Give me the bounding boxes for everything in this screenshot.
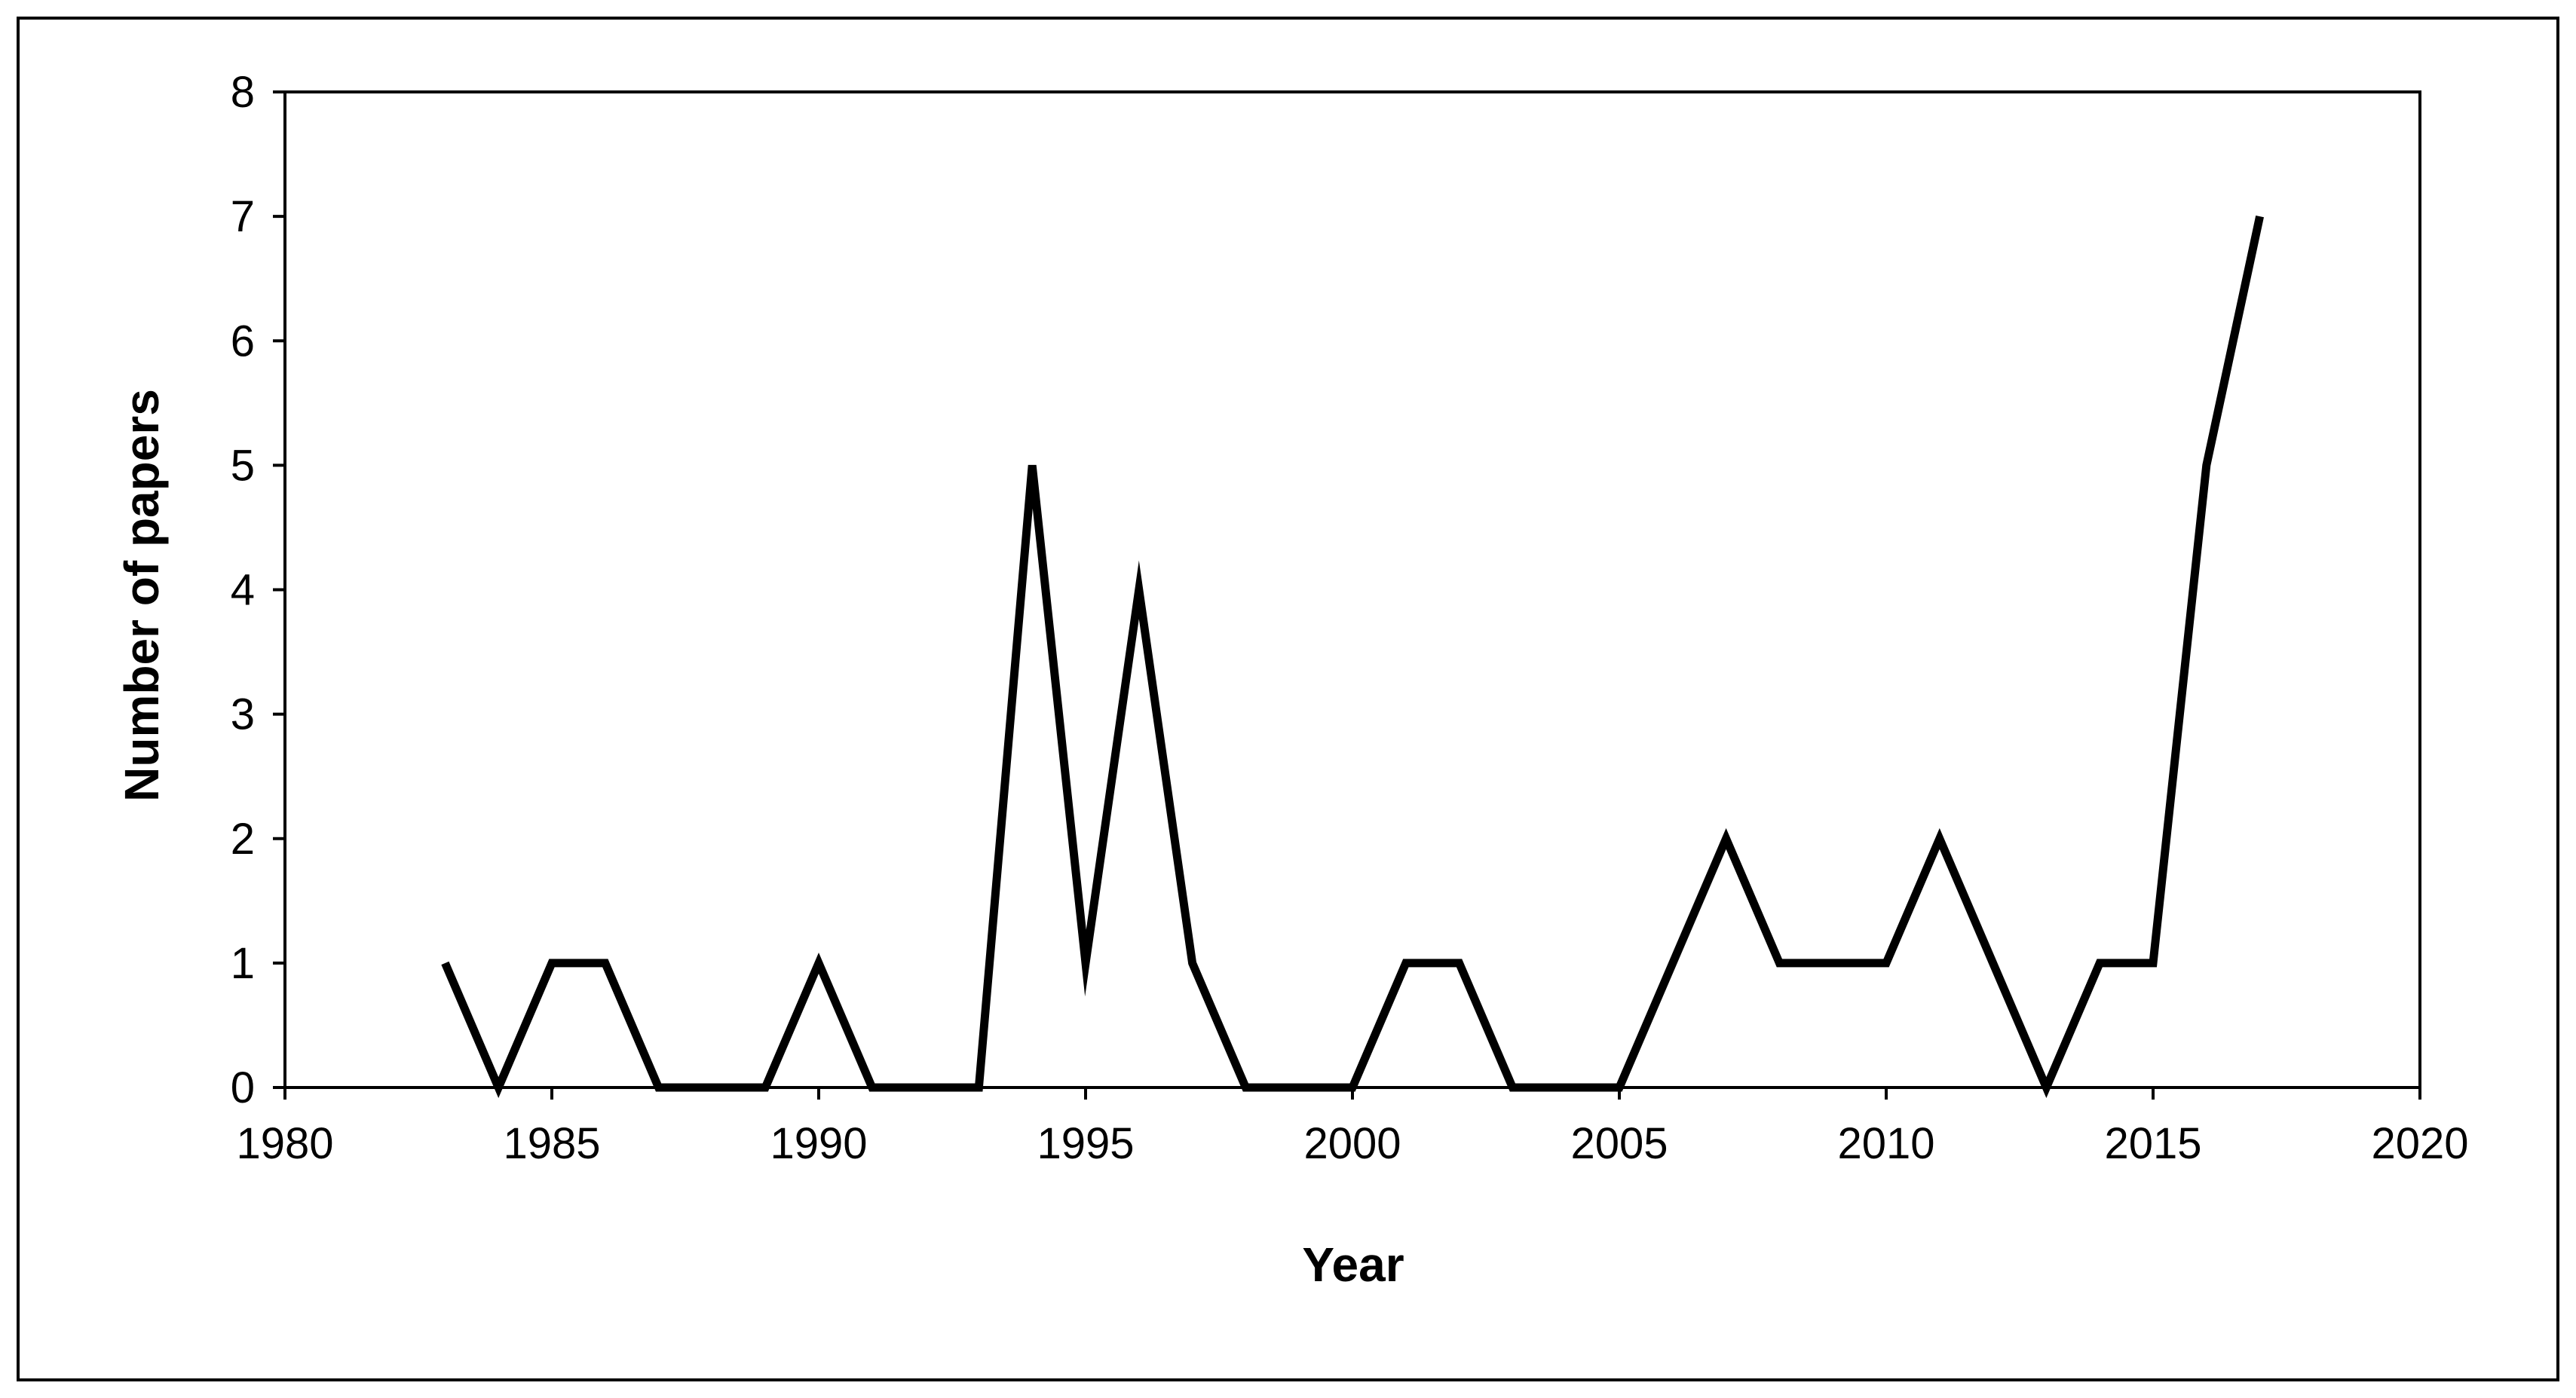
x-tick-label: 1980 [236,1119,333,1168]
x-tick-label: 1985 [503,1119,600,1168]
y-axis: 0 1 2 3 4 5 6 7 8 [231,68,285,1112]
y-tick-label: 1 [231,939,255,988]
x-tick-label: 1995 [1037,1119,1134,1168]
plot-border [283,90,2421,1089]
x-tick-label: 2020 [2371,1119,2468,1168]
y-axis-title: Number of papers [115,389,169,802]
plot-area [283,90,2421,1089]
chart-frame [17,17,2559,1381]
x-axis: 1980 1985 1990 1995 2000 2005 2010 2015 2020 [236,1088,2469,1168]
x-tick-label: 2005 [1570,1119,1668,1168]
x-tick-label: 1990 [770,1119,867,1168]
x-tick-label: 2010 [1837,1119,1934,1168]
x-tick-label: 2015 [2104,1119,2201,1168]
y-tick-label: 3 [231,690,255,739]
y-tick-label: 0 [231,1063,255,1112]
series-layer [441,215,2264,1098]
y-tick-label: 8 [231,68,255,117]
series-line [441,215,2264,1098]
y-tick-label: 6 [231,317,255,366]
y-tick-label: 5 [231,441,255,490]
y-tick-label: 7 [231,192,255,241]
y-tick-label: 2 [231,815,255,864]
x-tick-label: 2000 [1303,1119,1401,1168]
y-tick-label: 4 [231,566,255,615]
x-axis-title: Year [1302,1237,1404,1292]
